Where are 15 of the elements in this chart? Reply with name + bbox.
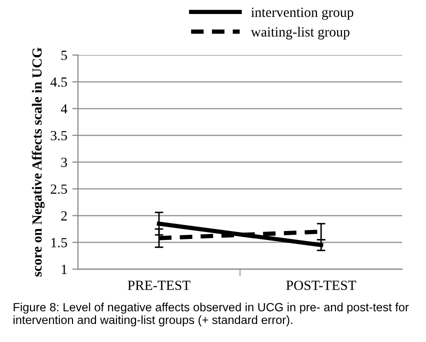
legend-label: intervention group xyxy=(251,8,354,20)
y-axis-title: score on Negative Affects scale in UCG xyxy=(32,48,45,277)
y-tick-label: 5 xyxy=(61,50,67,60)
y-tick-label: 1 xyxy=(62,264,67,274)
y-tick-label: 2.5 xyxy=(50,184,67,194)
x-tick-label: POST-TEST xyxy=(286,280,356,290)
y-tick-label: 3.5 xyxy=(50,130,67,140)
y-tick-label: 4.5 xyxy=(50,78,67,87)
y-tick-label: 3 xyxy=(61,158,67,168)
y-tick-label: 4 xyxy=(60,104,68,114)
y-tick-label: 1.5 xyxy=(51,238,67,248)
legend-label: waiting-list group xyxy=(250,26,350,40)
x-tick-label: PRE-TEST xyxy=(128,280,190,290)
caption: Figure 8: Level of negative affects observed in UCG in pre- and post-test for intervention and waiting-list groups (+ standard error). xyxy=(14,302,409,326)
y-tick-label: 2 xyxy=(61,211,67,220)
